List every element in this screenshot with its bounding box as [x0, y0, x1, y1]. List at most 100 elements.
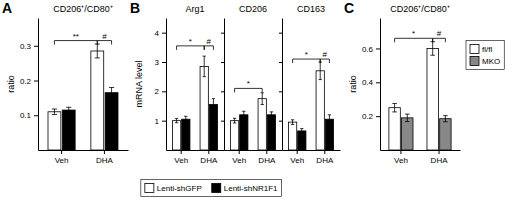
- x-tick: DHA: [96, 150, 114, 165]
- bracket-label: #: [102, 32, 107, 41]
- error-bar-cap: [175, 118, 178, 119]
- x-tick-mark: [266, 150, 267, 154]
- error-bar-cap: [261, 92, 264, 93]
- x-tick-mark: [181, 150, 182, 154]
- error-bar: [261, 93, 264, 105]
- error-bar-cap: [270, 117, 273, 118]
- series: [172, 56, 208, 150]
- bar: [325, 119, 333, 150]
- plot-area: [288, 62, 333, 150]
- error-bar-cap: [233, 118, 236, 119]
- error-bar: [233, 118, 236, 123]
- x-tick-mark: [297, 150, 298, 154]
- chart-root: 0.10.20.3VehDHACD206⁺/CD80⁺ratioA**#Lent…: [0, 0, 528, 216]
- x-tick-mark: [324, 150, 325, 154]
- series: [240, 111, 276, 150]
- error-bar: [203, 56, 206, 77]
- significance-bracket: *: [395, 29, 433, 42]
- x-tick: Veh: [394, 150, 408, 165]
- y-axis-line: [166, 19, 167, 151]
- error-bar-cap: [52, 114, 57, 115]
- x-tick: Veh: [55, 150, 69, 165]
- significance-bracket: *: [177, 37, 205, 50]
- error-bar-cap: [66, 112, 71, 113]
- title: CD206⁺/CD80⁺: [53, 4, 113, 14]
- x-tick-mark: [104, 150, 105, 154]
- error-bar-cap: [261, 104, 264, 105]
- significance-bracket: #: [320, 50, 329, 63]
- series: [288, 62, 324, 150]
- x-axis-line: [381, 150, 461, 151]
- legend-label: fl/fl: [482, 45, 492, 54]
- error-bar-stem: [262, 93, 263, 105]
- x-tick-label: Veh: [55, 156, 69, 165]
- y-tick: [221, 62, 224, 63]
- title: CD206⁺/CD80⁺: [390, 4, 450, 14]
- error-bar-stem: [445, 116, 446, 122]
- x-tick-label: DHA: [316, 156, 334, 165]
- y-tick: [279, 121, 282, 122]
- error-bar-cap: [392, 111, 397, 112]
- x-axis-line: [283, 150, 341, 151]
- y-tick-mark: [279, 33, 282, 34]
- error-bar: [319, 62, 322, 80]
- panel-label: A: [2, 0, 12, 16]
- legend-item: Lenti-shNR1F1: [212, 184, 278, 193]
- error-bar-stem: [320, 62, 321, 80]
- error-bar-cap: [319, 79, 322, 80]
- x-axis-line: [225, 150, 283, 151]
- title: Arg1: [185, 4, 204, 14]
- x-axis: Veh DHA: [39, 150, 129, 165]
- error-bar-cap: [184, 116, 187, 117]
- y-tick-mark: [279, 91, 282, 92]
- x-axis-line: [39, 150, 129, 151]
- y-tick: [279, 33, 282, 34]
- error-bar-cap: [300, 128, 303, 129]
- x-tick-mark: [239, 150, 240, 154]
- bracket-label: #: [437, 29, 442, 38]
- series: [48, 44, 104, 150]
- y-tick: 0.3: [20, 42, 38, 51]
- error-bar-stem: [204, 56, 205, 77]
- title: CD163: [297, 4, 325, 14]
- legend-swatch: [470, 44, 479, 53]
- error-bar-cap: [443, 121, 448, 122]
- y-tick-label: 2: [155, 87, 160, 96]
- y-tick: 0.1: [20, 111, 38, 120]
- error-bar-cap: [405, 114, 410, 115]
- error-bar-stem: [213, 99, 214, 111]
- legend-swatch: [145, 184, 154, 193]
- error-bar-cap: [184, 122, 187, 123]
- x-axis: VehDHA: [381, 150, 461, 165]
- y-axis: 0.20.40.6: [362, 19, 381, 151]
- bar: [230, 121, 238, 150]
- y-tick: 4: [155, 29, 166, 38]
- y-axis-title: ratio: [6, 75, 16, 93]
- bar: [288, 122, 296, 150]
- y-axis-line: [38, 19, 39, 151]
- y-tick: [221, 33, 224, 34]
- bracket-line: [235, 88, 263, 92]
- legend-item: Lenti-shGFP: [145, 184, 202, 193]
- error-bar-stem: [54, 109, 55, 115]
- bracket-line: [54, 41, 97, 45]
- bracket-line: [97, 41, 111, 45]
- error-bar-stem: [292, 120, 293, 125]
- x-tick: DHA: [316, 150, 334, 165]
- error-bar-cap: [203, 76, 206, 77]
- error-bar-cap: [328, 114, 331, 115]
- x-tick: Veh: [232, 150, 246, 165]
- bar: [389, 108, 400, 150]
- x-tick-mark: [400, 150, 401, 154]
- x-tick-label: DHA: [200, 156, 218, 165]
- error-bar-cap: [52, 109, 57, 110]
- error-bar-cap: [203, 56, 206, 57]
- error-bar: [392, 103, 397, 111]
- error-bar: [66, 107, 71, 113]
- bracket-label: *: [412, 29, 415, 38]
- error-bar-stem: [394, 103, 395, 111]
- bracket-label: #: [323, 50, 328, 59]
- error-bar-stem: [68, 107, 69, 113]
- significance-bracket: *: [293, 50, 321, 63]
- error-bar: [270, 112, 273, 118]
